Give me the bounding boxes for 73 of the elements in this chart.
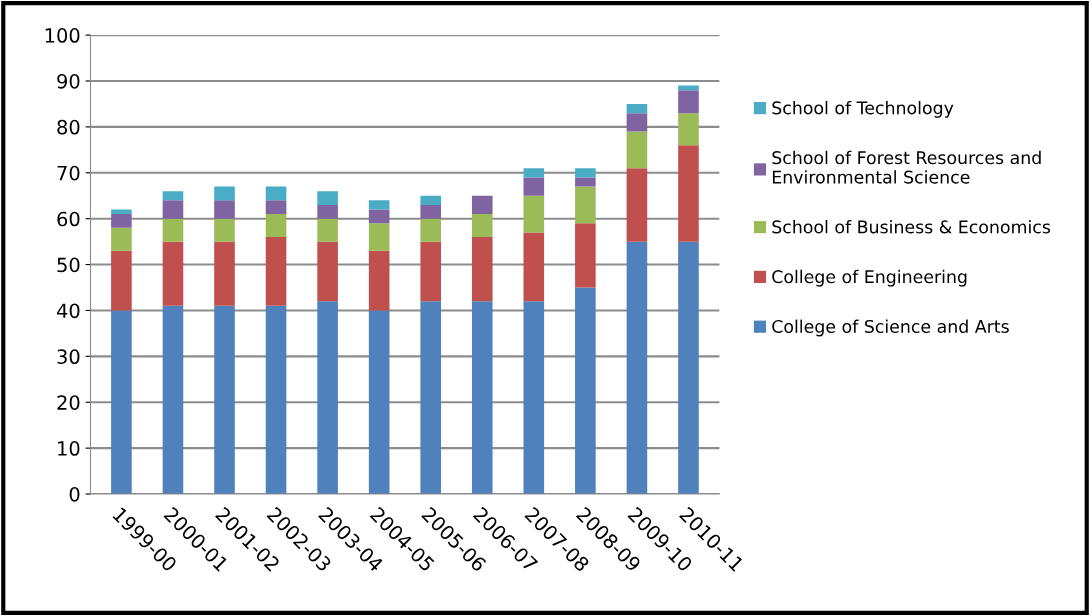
bar xyxy=(420,218,442,242)
y-tick-label: 80 xyxy=(57,119,80,135)
bar xyxy=(265,305,287,495)
bar xyxy=(575,223,596,288)
bar xyxy=(523,168,545,178)
bar xyxy=(265,200,287,215)
bar xyxy=(626,241,648,495)
bar xyxy=(471,195,493,215)
bar xyxy=(214,200,235,219)
bar xyxy=(317,241,338,302)
bar xyxy=(420,195,442,205)
bar xyxy=(575,186,596,224)
bar xyxy=(368,200,390,210)
bar xyxy=(626,168,648,242)
bar xyxy=(523,177,545,196)
bar xyxy=(626,103,648,114)
bar xyxy=(265,214,287,238)
bar xyxy=(111,214,132,228)
bar xyxy=(368,209,390,224)
bar xyxy=(162,200,184,219)
bar xyxy=(214,305,235,495)
bar xyxy=(523,232,545,302)
bar xyxy=(575,287,596,495)
bar xyxy=(368,223,390,251)
y-tick-label: 40 xyxy=(56,303,80,319)
y-tick-label: 60 xyxy=(57,211,80,227)
legend-label: School of Forest Resources and Environmental Science xyxy=(772,150,1041,184)
bar xyxy=(317,204,338,219)
legend-label: School of Technology xyxy=(772,100,954,118)
bar xyxy=(265,186,287,201)
bar xyxy=(626,131,648,169)
bar xyxy=(368,250,390,311)
bar xyxy=(111,250,132,311)
bar xyxy=(626,113,648,132)
bar xyxy=(265,237,287,306)
bar xyxy=(678,145,699,242)
bar xyxy=(420,301,442,495)
bar xyxy=(214,241,235,306)
bar xyxy=(317,191,338,205)
bar xyxy=(162,305,184,495)
bar xyxy=(214,186,235,201)
bar xyxy=(317,218,338,242)
bar xyxy=(678,90,699,114)
y-tick-label: 50 xyxy=(57,257,80,273)
legend-label: School of Business & Economics xyxy=(772,220,1051,234)
bar xyxy=(678,113,699,146)
bar xyxy=(162,241,184,306)
bar xyxy=(471,237,493,302)
bar xyxy=(471,301,493,495)
y-tick-label: 20 xyxy=(57,395,80,410)
bar xyxy=(214,218,235,242)
bar xyxy=(317,301,338,495)
bar xyxy=(523,301,545,495)
legend-label: College of Engineering xyxy=(772,269,967,287)
bar xyxy=(111,227,132,251)
bar xyxy=(162,218,184,242)
y-tick-label: 90 xyxy=(57,73,80,89)
legend-label: College of Science and Arts xyxy=(772,319,1009,337)
bar xyxy=(368,310,390,495)
bar xyxy=(111,310,132,495)
bar xyxy=(575,177,596,187)
bar xyxy=(678,241,699,495)
bar xyxy=(471,214,493,238)
y-tick-label: 70 xyxy=(57,165,80,181)
bar xyxy=(420,241,442,302)
bar xyxy=(575,168,596,178)
bar xyxy=(523,195,545,233)
y-tick-label: 100 xyxy=(45,28,80,43)
bar xyxy=(162,191,184,201)
y-tick-label: 0 xyxy=(69,486,80,502)
y-tick-label: 10 xyxy=(58,441,80,456)
bar xyxy=(420,204,442,219)
y-tick-label: 30 xyxy=(57,349,80,365)
